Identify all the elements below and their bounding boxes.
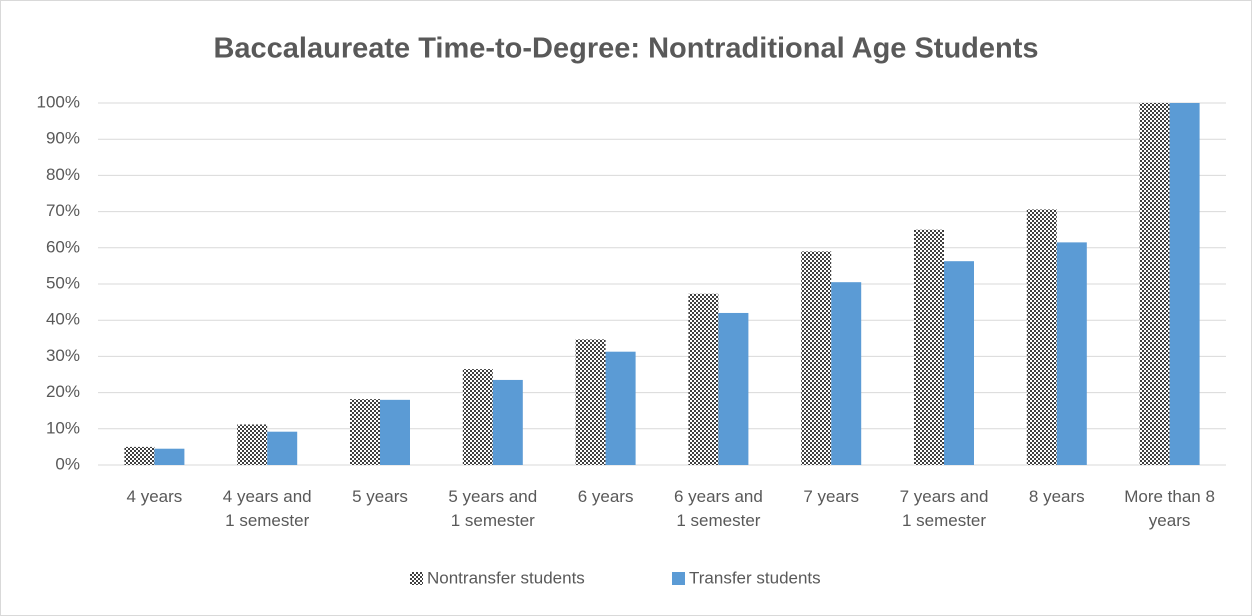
legend-swatch	[410, 572, 423, 585]
x-tick-label: 4 years and 1 semester	[222, 487, 312, 530]
bar	[1056, 242, 1087, 465]
bar	[914, 229, 944, 465]
bar	[1026, 209, 1057, 465]
bar	[1139, 103, 1170, 465]
bar	[350, 399, 380, 465]
bar	[718, 312, 749, 465]
y-tick-label: 0%	[55, 454, 80, 473]
x-tick-label: More than 8 years	[1124, 487, 1215, 530]
bar	[1169, 103, 1200, 465]
legend-swatch	[672, 572, 685, 585]
bar	[605, 351, 636, 465]
bar	[831, 282, 862, 465]
bar	[688, 293, 719, 465]
bar	[267, 431, 298, 465]
legend-label: Nontransfer students	[427, 568, 585, 587]
y-tick-label: 50%	[46, 273, 80, 292]
y-tick-label: 20%	[46, 382, 80, 401]
bar	[462, 369, 493, 465]
x-tick-label: 7 years	[803, 487, 860, 506]
bar	[154, 448, 185, 465]
bar	[575, 339, 606, 465]
y-tick-label: 90%	[46, 129, 80, 148]
x-tick-label: 6 years	[577, 487, 634, 506]
bar	[380, 399, 410, 465]
y-tick-label: 30%	[46, 346, 80, 365]
y-tick-label: 40%	[46, 310, 80, 329]
x-tick-label: 4 years	[126, 487, 183, 506]
x-tick-label: 5 years and 1 semester	[448, 487, 538, 530]
chart-title: Baccalaureate Time-to-Degree: Nontraditi…	[213, 33, 1038, 65]
x-tick-label: 8 years	[1028, 487, 1085, 506]
bar	[801, 251, 832, 465]
y-tick-label: 70%	[46, 201, 80, 220]
x-tick-label: 5 years	[352, 487, 408, 506]
y-tick-label: 80%	[46, 165, 80, 184]
bar	[492, 379, 523, 465]
y-tick-label: 60%	[46, 237, 80, 256]
bar	[124, 446, 155, 465]
x-tick-label: 7 years and 1 semester	[899, 487, 989, 530]
bar	[237, 424, 268, 465]
y-tick-label: 100%	[37, 92, 80, 111]
bar	[944, 261, 974, 465]
x-tick-label: 6 years and 1 semester	[673, 487, 763, 530]
legend-label: Transfer students	[689, 568, 821, 587]
y-tick-label: 10%	[46, 418, 80, 437]
